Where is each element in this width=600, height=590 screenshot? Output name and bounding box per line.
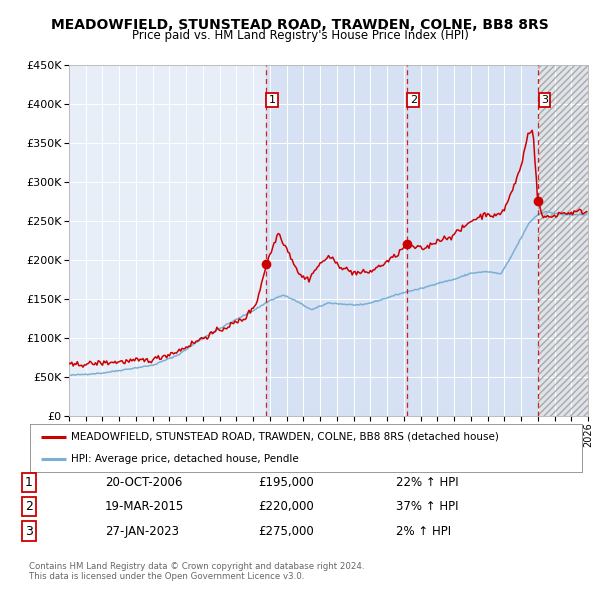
- Text: MEADOWFIELD, STUNSTEAD ROAD, TRAWDEN, COLNE, BB8 8RS (detached house): MEADOWFIELD, STUNSTEAD ROAD, TRAWDEN, CO…: [71, 432, 499, 442]
- Text: Contains HM Land Registry data © Crown copyright and database right 2024.: Contains HM Land Registry data © Crown c…: [29, 562, 364, 571]
- Text: £195,000: £195,000: [258, 476, 314, 489]
- Text: 3: 3: [541, 95, 548, 105]
- Text: HPI: Average price, detached house, Pendle: HPI: Average price, detached house, Pend…: [71, 454, 299, 464]
- Bar: [538, 65, 588, 416]
- Text: 37% ↑ HPI: 37% ↑ HPI: [396, 500, 458, 513]
- Text: MEADOWFIELD, STUNSTEAD ROAD, TRAWDEN, COLNE, BB8 8RS: MEADOWFIELD, STUNSTEAD ROAD, TRAWDEN, CO…: [51, 18, 549, 32]
- Text: This data is licensed under the Open Government Licence v3.0.: This data is licensed under the Open Gov…: [29, 572, 304, 581]
- Bar: [538, 65, 588, 416]
- Text: Price paid vs. HM Land Registry's House Price Index (HPI): Price paid vs. HM Land Registry's House …: [131, 30, 469, 42]
- Text: 22% ↑ HPI: 22% ↑ HPI: [396, 476, 458, 489]
- Text: 2% ↑ HPI: 2% ↑ HPI: [396, 525, 451, 537]
- Text: £220,000: £220,000: [258, 500, 314, 513]
- Text: 20-OCT-2006: 20-OCT-2006: [105, 476, 182, 489]
- Text: 1: 1: [25, 476, 33, 489]
- Text: 27-JAN-2023: 27-JAN-2023: [105, 525, 179, 537]
- Bar: [407, 65, 538, 416]
- Text: 2: 2: [410, 95, 417, 105]
- Text: 3: 3: [25, 525, 33, 537]
- Text: £275,000: £275,000: [258, 525, 314, 537]
- Text: 1: 1: [269, 95, 276, 105]
- Text: 2: 2: [25, 500, 33, 513]
- Bar: [266, 65, 407, 416]
- Text: 19-MAR-2015: 19-MAR-2015: [105, 500, 184, 513]
